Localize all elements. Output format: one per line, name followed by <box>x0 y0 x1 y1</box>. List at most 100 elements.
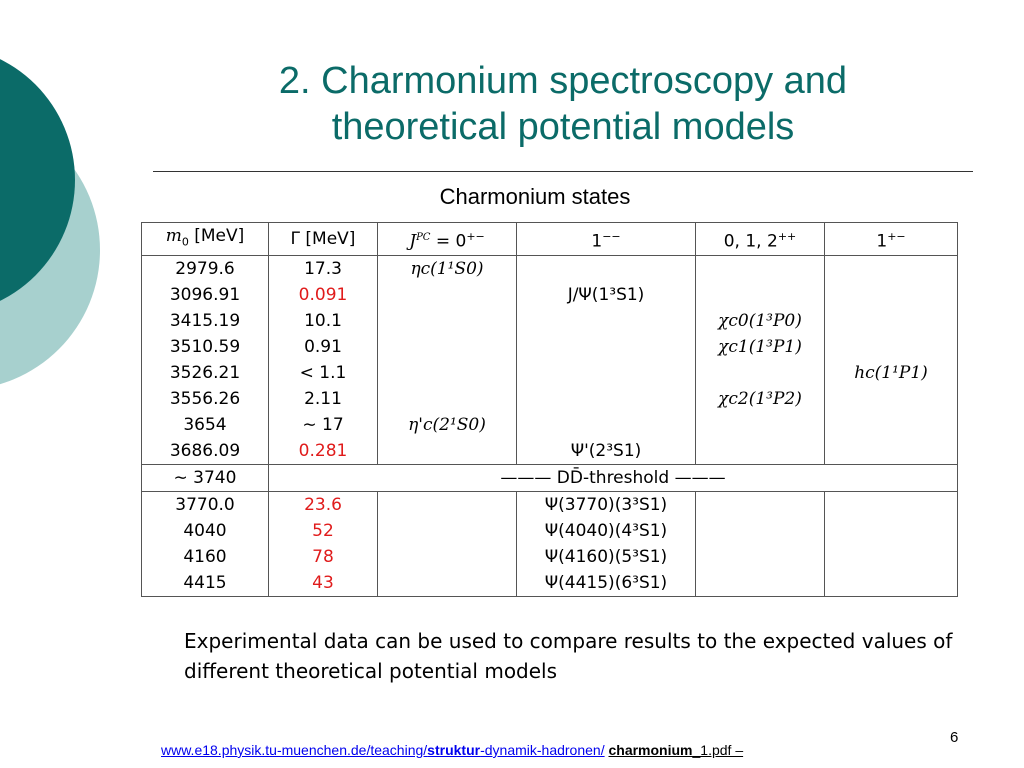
cell-state <box>824 255 958 283</box>
cell-state <box>695 282 825 309</box>
cell-width: 10.1 <box>268 308 378 335</box>
header-mass-sub: 0 <box>181 235 189 249</box>
cell-state <box>824 282 958 309</box>
cell-state: Ψ(4415)(6³S1) <box>516 570 696 598</box>
link-bold[interactable]: struktur <box>427 742 481 758</box>
cell-mass: 3686.09 <box>141 438 269 466</box>
source-link[interactable]: www.e18.physik.tu-muenchen.de/teaching/s… <box>161 742 743 758</box>
cell-empty <box>695 570 825 598</box>
cell-state <box>516 386 696 413</box>
cell-state <box>377 360 517 387</box>
header-jpc-sup: PC <box>416 231 431 243</box>
cell-state <box>824 334 958 361</box>
header-012pp-base: 0, 1, 2 <box>723 231 778 252</box>
link-part-2[interactable]: -dynamik-hadronen/ <box>480 742 605 758</box>
charmonium-states-table: m0 [MeV] Γ [MeV] JPC = 0+− 1−− 0, 1, 2++… <box>141 221 958 598</box>
cell-width: 2.11 <box>268 386 378 413</box>
decorative-circles <box>0 0 110 420</box>
table-row: 3686.09 0.281 Ψ'(2³S1) <box>141 438 958 466</box>
header-mass: m0 [MeV] <box>141 221 269 257</box>
header-1mm-base: 1 <box>591 231 603 252</box>
header-jpc-eq: = 0 <box>430 231 467 252</box>
table-row: 3415.19 10.1 χc0(1³P0) <box>141 308 958 335</box>
cell-mass: 2979.6 <box>141 255 269 283</box>
slide-title: 2. Charmonium spectroscopy and theoretic… <box>150 58 976 150</box>
cell-mass: 3654 <box>141 412 269 439</box>
cell-state <box>377 308 517 335</box>
cell-state <box>377 334 517 361</box>
file-bold[interactable]: charmonium <box>608 742 693 758</box>
table-row: 3510.59 0.91 χc1(1³P1) <box>141 334 958 361</box>
cell-state: ηc(1¹S0) <box>377 255 517 283</box>
cell-state <box>695 360 825 387</box>
threshold-row: ∼ 3740 ——— DD̄-threshold ——— <box>141 464 958 493</box>
cell-state: Ψ(4040)(4³S1) <box>516 518 696 545</box>
cell-mass: 3096.91 <box>141 282 269 309</box>
dark-circle <box>0 59 75 301</box>
table-row: 2979.6 17.3 ηc(1¹S0) <box>141 255 958 283</box>
table-row: 3526.21 < 1.1 hc(1¹P1) <box>141 360 958 387</box>
cell-mass: 4040 <box>141 518 269 545</box>
cell-state <box>824 386 958 413</box>
header-jpc-0mp: JPC = 0+− <box>377 221 517 257</box>
cell-state: J/Ψ(1³S1) <box>516 282 696 309</box>
cell-empty <box>377 570 517 598</box>
header-1pm: 1+− <box>824 221 958 257</box>
cell-width: 0.281 <box>268 438 378 466</box>
header-jpc-sup2: +− <box>466 229 485 243</box>
header-jpc-J: J <box>409 231 417 252</box>
title-divider <box>153 171 973 172</box>
cell-mass: 3556.26 <box>141 386 269 413</box>
table-header-row: m0 [MeV] Γ [MeV] JPC = 0+− 1−− 0, 1, 2++… <box>141 221 958 257</box>
cell-state: χc2(1³P2) <box>695 386 825 413</box>
table-row: 4040 52 Ψ(4040)(4³S1) <box>141 518 958 545</box>
header-mass-symbol: m <box>165 226 182 246</box>
page-number: 6 <box>950 729 959 746</box>
cell-state <box>824 438 958 466</box>
cell-state: χc1(1³P1) <box>695 334 825 361</box>
cell-state <box>377 438 517 466</box>
cell-empty <box>824 544 958 571</box>
header-1pm-base: 1 <box>876 231 888 252</box>
cell-state <box>824 412 958 439</box>
cell-empty <box>824 491 958 519</box>
header-012pp-sup: ++ <box>777 229 797 243</box>
cell-state <box>824 308 958 335</box>
cell-state <box>516 360 696 387</box>
cell-mass: 4160 <box>141 544 269 571</box>
cell-mass: 3770.0 <box>141 491 269 519</box>
title-line-1: 2. Charmonium spectroscopy and <box>278 60 848 102</box>
table-row: 3556.26 2.11 χc2(1³P2) <box>141 386 958 413</box>
cell-state: η'c(2¹S0) <box>377 412 517 439</box>
cell-width: 0.091 <box>268 282 378 309</box>
cell-empty <box>377 518 517 545</box>
cell-width: 52 <box>268 518 378 545</box>
header-1mm-sup: −− <box>602 229 621 243</box>
cell-width: 23.6 <box>268 491 378 519</box>
cell-width: 43 <box>268 570 378 598</box>
header-1mm: 1−− <box>516 221 696 257</box>
cell-state: Ψ'(2³S1) <box>516 438 696 466</box>
body-text: Experimental data can be used to compare… <box>184 629 953 683</box>
link-part-1[interactable]: www.e18.physik.tu-muenchen.de/teaching/ <box>161 742 428 758</box>
header-mass-unit: [MeV] <box>194 226 245 246</box>
cell-width: < 1.1 <box>268 360 378 387</box>
threshold-mass: ∼ 3740 <box>141 464 269 493</box>
cell-state: Ψ(3770)(3³S1) <box>516 491 696 519</box>
cell-state: hc(1¹P1) <box>824 360 958 387</box>
cell-state <box>516 308 696 335</box>
cell-state: Ψ(4160)(5³S1) <box>516 544 696 571</box>
table-caption: Charmonium states <box>439 184 631 209</box>
cell-width: 78 <box>268 544 378 571</box>
cell-empty <box>824 570 958 598</box>
cell-state <box>516 334 696 361</box>
cell-state <box>516 255 696 283</box>
threshold-label: ——— DD̄-threshold ——— <box>268 464 958 493</box>
cell-state <box>377 386 517 413</box>
cell-width: 0.91 <box>268 334 378 361</box>
cell-state <box>695 412 825 439</box>
cell-empty <box>824 518 958 545</box>
file-rest[interactable]: _1.pdf – <box>692 742 744 758</box>
cell-state <box>377 282 517 309</box>
cell-empty <box>695 518 825 545</box>
